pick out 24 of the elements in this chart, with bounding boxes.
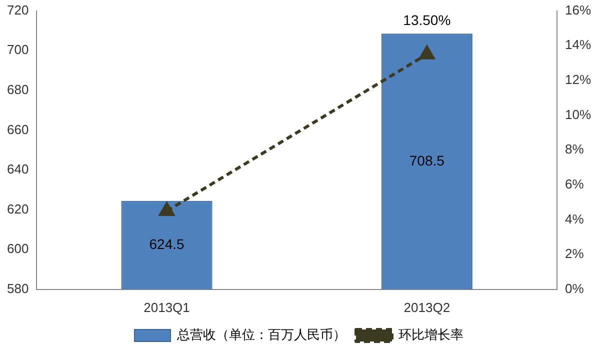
y-tick-label: 680 [6,82,29,97]
x-tick-label: 2013Q1 [144,300,190,315]
y2-tick-label: 10% [564,106,592,122]
data-label: 13.50% [403,12,451,28]
y2-tick-label: 0% [564,280,584,296]
y-tick-label: 620 [6,201,29,216]
y2-tick-label: 4% [564,211,584,226]
y-tick-label: 580 [6,280,29,296]
y2-tick-label: 6% [564,176,584,192]
y2-tick-label: 12% [564,72,592,88]
legend-label: 总营收（单位：百万人民币） [176,327,346,342]
y2-tick-label: 2% [564,246,584,262]
y-tick-label: 660 [6,122,29,137]
data-label: 624.5 [149,236,184,252]
legend-label: 环比增长率 [398,327,464,342]
y-tick-label: 600 [6,241,29,256]
y2-tick-label: 14% [564,37,592,52]
y2-tick-label: 8% [564,142,584,157]
y-tick-label: 720 [6,2,29,18]
data-label: 708.5 [409,152,445,168]
x-tick-label: 2013Q2 [404,300,450,315]
y-tick-label: 700 [6,42,29,58]
y-tick-label: 640 [6,162,29,177]
y2-tick-label: 16% [564,2,592,18]
